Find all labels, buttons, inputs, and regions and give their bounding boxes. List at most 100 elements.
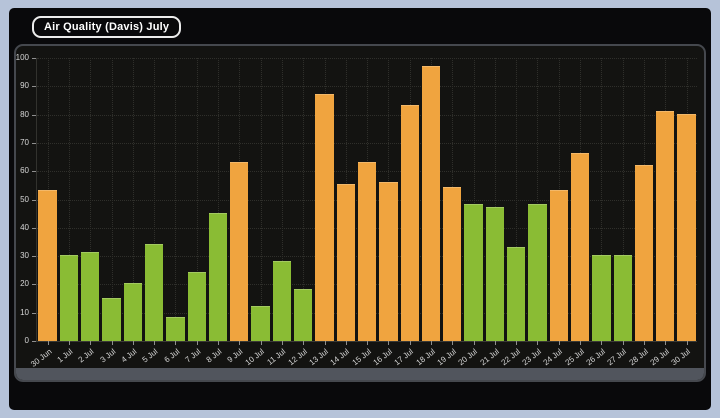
x-axis-label-19-jul: 19 Jul: [435, 347, 458, 368]
gridline-v-8-jul: [218, 58, 220, 341]
chart-legend-title-pill[interactable]: Air Quality (Davis) July: [32, 16, 182, 38]
bar-22-jul[interactable]: [507, 246, 526, 341]
x-axis-label-16-jul: 16 Jul: [371, 347, 394, 368]
y-axis-label-20: 20: [20, 279, 29, 289]
bar-24-jul[interactable]: [549, 190, 568, 341]
x-axis-tick-12-jul: [303, 341, 305, 345]
bar-slot-13-jul: 13 Jul: [308, 58, 335, 367]
bar-slot-23-jul: 23 Jul: [521, 58, 548, 367]
bar-28-jul[interactable]: [634, 164, 654, 341]
x-axis-tick-7-jul: [196, 341, 198, 345]
y-axis-label-90: 90: [20, 81, 29, 91]
bar-10-jul[interactable]: [251, 306, 270, 341]
gridline-v-7-jul: [196, 58, 198, 341]
bar-slot-3-jul: 3 Jul: [98, 58, 122, 365]
bar-30-jun[interactable]: [38, 190, 57, 341]
bar-slot-12-jul: 12 Jul: [286, 58, 314, 367]
x-axis-tick-2-jul: [90, 341, 92, 345]
x-axis-tick-23-jul: [537, 341, 539, 345]
bar-15-jul[interactable]: [357, 161, 377, 341]
bar-23-jul[interactable]: [528, 204, 547, 341]
bar-21-jul[interactable]: [485, 207, 505, 341]
x-axis-label-30-jun: 30 Jun: [28, 347, 54, 369]
bar-12-jul[interactable]: [294, 289, 313, 341]
x-axis-label-6-jul: 6 Jul: [162, 347, 181, 365]
y-axis-tick-30: [32, 256, 36, 258]
bar-7-jul[interactable]: [187, 272, 206, 341]
x-axis-tick-6-jul: [175, 341, 177, 345]
x-axis-tick-22-jul: [516, 341, 518, 345]
bar-5-jul[interactable]: [144, 243, 164, 341]
bar-slot-22-jul: 22 Jul: [499, 58, 527, 367]
x-axis-label-15-jul: 15 Jul: [350, 347, 373, 368]
bar-27-jul[interactable]: [613, 255, 632, 341]
bar-slot-15-jul: 15 Jul: [350, 58, 377, 367]
gridline-v-6-jul: [175, 58, 177, 341]
x-axis-tick-30-jul: [686, 341, 688, 345]
bar-20-jul[interactable]: [464, 204, 483, 341]
bar-slot-26-jul: 26 Jul: [585, 58, 612, 367]
x-axis-label-27-jul: 27 Jul: [605, 347, 629, 368]
x-axis-tick-28-jul: [643, 341, 645, 345]
bar-slot-16-jul: 16 Jul: [372, 58, 399, 367]
x-axis-label-14-jul: 14 Jul: [328, 347, 352, 368]
bar-26-jul[interactable]: [592, 255, 611, 341]
bar-14-jul[interactable]: [336, 184, 355, 341]
bar-slot-25-jul: 25 Jul: [563, 58, 590, 367]
bar-29-jul[interactable]: [656, 110, 675, 341]
chart-card: 0 10 20 30 40 50 60 70 80 90 100 30 Jun 1 Jul 2 Jul 3…: [14, 44, 706, 382]
gridline-v-12-jul: [303, 58, 305, 341]
bar-25-jul[interactable]: [570, 153, 590, 341]
bar-slot-9-jul: 9 Jul: [226, 58, 250, 365]
gridline-v-11-jul: [281, 58, 283, 341]
app-window: Air Quality (Davis) July 0 10 20 30 40 50 60 70…: [9, 8, 711, 410]
gridline-v-5-jul: [154, 58, 156, 341]
bar-2-jul[interactable]: [81, 252, 100, 341]
y-axis-tick-90: [32, 86, 36, 88]
bar-16-jul[interactable]: [379, 181, 398, 341]
bar-19-jul[interactable]: [443, 187, 462, 341]
x-axis-label-10-jul: 10 Jul: [243, 347, 267, 368]
bar-8-jul[interactable]: [208, 212, 228, 341]
gridline-v-20-jul: [473, 58, 475, 341]
x-axis-tick-27-jul: [622, 341, 624, 345]
bar-30-jul[interactable]: [677, 113, 696, 341]
y-axis-label-60: 60: [20, 166, 29, 176]
bar-1-jul[interactable]: [59, 255, 79, 341]
x-axis-label-12-jul: 12 Jul: [286, 347, 309, 368]
gridline-v-2-jul: [90, 58, 92, 341]
x-axis-label-2-jul: 2 Jul: [76, 347, 96, 365]
y-axis: 0 10 20 30 40 50 60 70 80 90 100: [16, 54, 36, 345]
bar-13-jul[interactable]: [315, 93, 334, 341]
x-axis-tick-17-jul: [409, 341, 411, 345]
y-axis-tick-0: [32, 341, 36, 342]
horizontal-scrollbar[interactable]: [16, 368, 704, 380]
bar-9-jul[interactable]: [230, 161, 249, 341]
x-axis-tick-16-jul: [388, 341, 390, 345]
x-axis-tick-25-jul: [580, 341, 582, 345]
y-axis-tick-80: [32, 114, 36, 116]
y-axis-label-100: 100: [15, 53, 29, 62]
gridline-70: [37, 142, 697, 144]
x-axis-tick-3-jul: [111, 341, 113, 345]
x-axis-label-25-jul: 25 Jul: [563, 347, 586, 368]
bar-slot-5-jul: 5 Jul: [141, 58, 164, 365]
bar-11-jul[interactable]: [272, 260, 292, 341]
bar-17-jul[interactable]: [400, 105, 419, 341]
bar-slot-2-jul: 2 Jul: [77, 58, 101, 365]
plot-area: 30 Jun 1 Jul 2 Jul 3 Jul 4 Jul 5 Jul 6 Jul 7 Ju…: [29, 58, 697, 369]
x-axis-tick-10-jul: [260, 341, 262, 345]
bar-slot-24-jul: 24 Jul: [542, 58, 569, 367]
x-axis-label-23-jul: 23 Jul: [520, 347, 544, 368]
x-axis-label-22-jul: 22 Jul: [499, 347, 522, 368]
gridline-v-22-jul: [516, 58, 518, 341]
x-axis-label-24-jul: 24 Jul: [541, 347, 565, 368]
gridline-v-27-jul: [622, 58, 624, 341]
bar-18-jul[interactable]: [421, 65, 441, 341]
bar-6-jul[interactable]: [166, 317, 185, 341]
bar-4-jul[interactable]: [123, 283, 142, 341]
bar-3-jul[interactable]: [102, 297, 121, 341]
y-axis-label-0: 0: [24, 336, 29, 345]
x-axis-tick-18-jul: [430, 341, 432, 345]
x-axis-label-11-jul: 11 Jul: [265, 347, 288, 367]
